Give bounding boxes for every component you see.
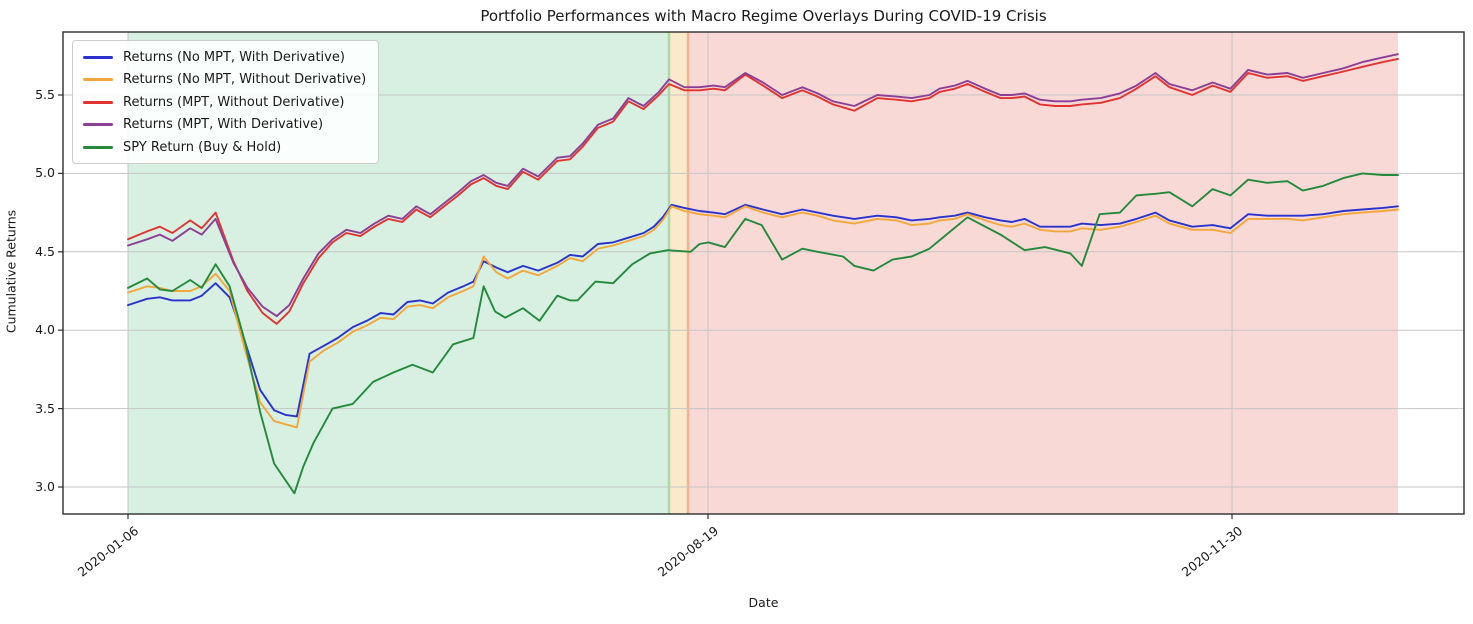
legend-line-swatch-returns-no-mpt-with-derivative [83, 55, 113, 59]
legend-label-returns-no-mpt-without-derivative: Returns (No MPT, Without Derivative) [123, 72, 367, 88]
legend-label-returns-mpt-with-derivative: Returns (MPT, With Derivative) [123, 117, 324, 133]
legend-label-returns-mpt-without-derivative: Returns (MPT, Without Derivative) [123, 94, 345, 110]
y-axis-label: Cumulative Returns [3, 209, 19, 334]
series-line-spy-return-buy-hold [127, 172, 1399, 495]
y-tick-label-3.5: 3.5 [35, 400, 55, 416]
x-axis-label: Date [748, 595, 779, 610]
legend-item-returns-no-mpt-without-derivative: Returns (No MPT, Without Derivative) [83, 71, 366, 89]
legend-line-swatch-returns-no-mpt-without-derivative [83, 78, 113, 82]
series-line-returns-mpt-without-derivative [127, 57, 1399, 325]
axes-border [62, 31, 1465, 515]
legend-item-returns-mpt-with-derivative: Returns (MPT, With Derivative) [83, 116, 366, 134]
series-line-returns-no-mpt-with-derivative [127, 203, 1399, 418]
chart-title: Portfolio Performances with Macro Regime… [480, 7, 1047, 25]
y-tick-label-4.0: 4.0 [35, 322, 55, 338]
y-tick-label-5.5: 5.5 [35, 87, 55, 102]
legend-item-returns-no-mpt-with-derivative: Returns (No MPT, With Derivative) [83, 48, 366, 66]
legend-label-spy-return-buy-hold: SPY Return (Buy & Hold) [123, 139, 282, 155]
legend-line-swatch-returns-mpt-with-derivative [83, 123, 113, 127]
legend-label-returns-no-mpt-with-derivative: Returns (No MPT, With Derivative) [123, 49, 345, 65]
legend: Returns (No MPT, With Derivative) Returns… [72, 40, 380, 165]
y-tick-label-4.5: 4.5 [35, 243, 55, 259]
series-line-returns-mpt-with-derivative [127, 53, 1399, 318]
y-tick-label-3.0: 3.0 [35, 479, 55, 494]
legend-item-returns-mpt-without-derivative: Returns (MPT, Without Derivative) [83, 93, 366, 111]
legend-line-swatch-returns-mpt-without-derivative [83, 100, 113, 104]
legend-line-swatch-spy-return-buy-hold [83, 145, 113, 149]
legend-item-spy-return-buy-hold: SPY Return (Buy & Hold) [83, 138, 366, 156]
series-line-returns-no-mpt-without-derivative [127, 205, 1399, 429]
orange-regime-region [669, 32, 689, 514]
red-regime-region [688, 32, 1398, 514]
y-tick-label-5.0: 5.0 [35, 165, 55, 181]
